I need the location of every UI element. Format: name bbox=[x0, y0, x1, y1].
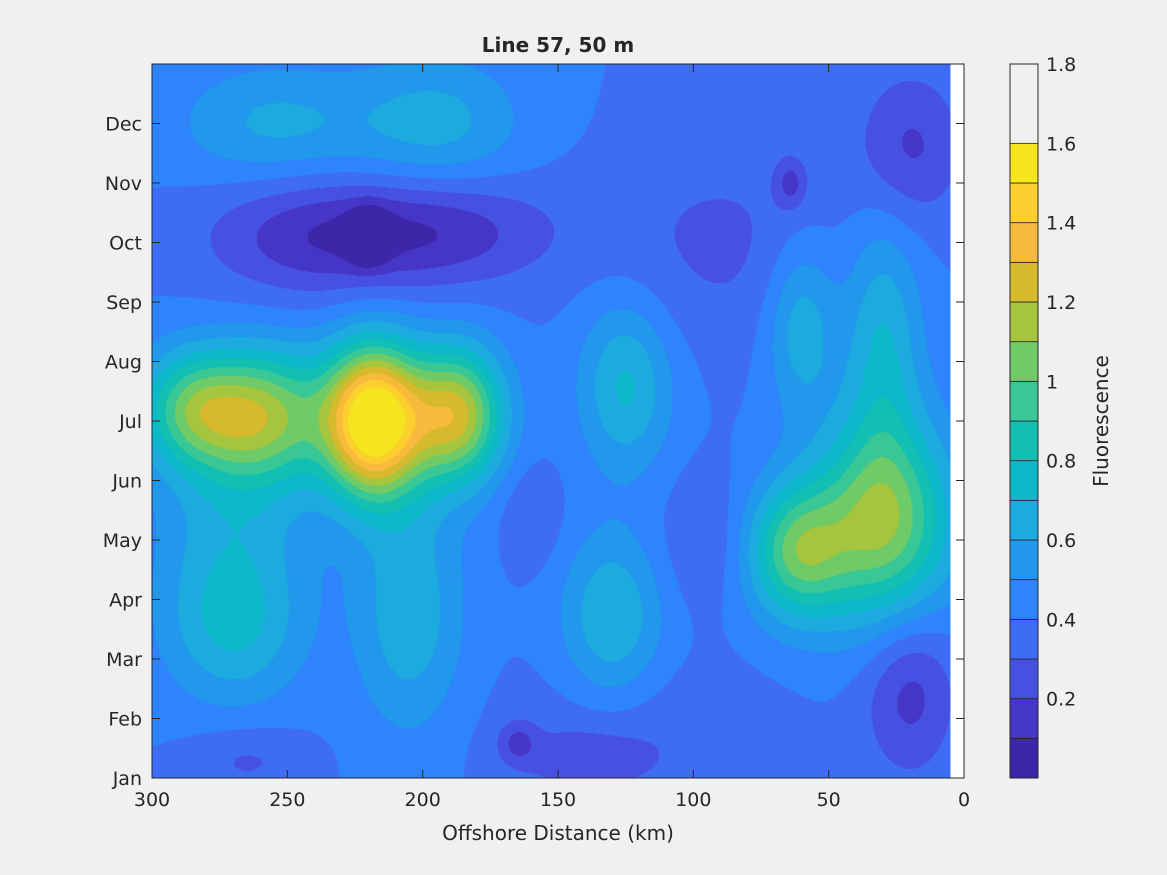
y-tick-label: Aug bbox=[105, 352, 142, 374]
colorbar-frame bbox=[1009, 63, 1039, 779]
colorbar-tick-label: 0.6 bbox=[1046, 530, 1076, 552]
y-tick-label: May bbox=[103, 530, 142, 552]
x-tick-label: 200 bbox=[405, 789, 441, 811]
chart-title: Line 57, 50 m bbox=[482, 33, 634, 57]
y-tick-label: Nov bbox=[105, 173, 142, 195]
y-axis-ticks: Jan Feb Mar Apr May Jun Jul Aug Sep Oct Nov Dec bbox=[103, 114, 964, 790]
colorbar-level bbox=[1009, 261, 1039, 303]
colorbar-tick-label: 0.2 bbox=[1046, 689, 1076, 711]
y-tick-label: Apr bbox=[109, 590, 142, 612]
y-tick-label: Jan bbox=[112, 768, 142, 790]
y-tick-label: Jul bbox=[118, 411, 142, 433]
x-tick-label: 250 bbox=[269, 789, 305, 811]
colorbar-level bbox=[1009, 618, 1039, 660]
colorbar-level bbox=[1009, 539, 1039, 581]
x-tick-label: 150 bbox=[540, 789, 576, 811]
colorbar-label: Fluorescence bbox=[1089, 355, 1113, 487]
colorbar-tick-label: 0.4 bbox=[1046, 609, 1076, 631]
colorbar-tick-label: 1.8 bbox=[1046, 54, 1076, 76]
colorbar-tick-label: 0.8 bbox=[1046, 451, 1076, 473]
x-tick-label: 100 bbox=[675, 789, 711, 811]
colorbar-tick-label: 1.4 bbox=[1046, 213, 1076, 235]
y-tick-label: Jun bbox=[111, 471, 142, 493]
fluorescence-contour-field bbox=[152, 64, 951, 778]
colorbar-level bbox=[1009, 579, 1039, 620]
x-tick-label: 50 bbox=[817, 789, 841, 811]
colorbar-level bbox=[1009, 737, 1039, 779]
x-tick-label: 300 bbox=[134, 789, 170, 811]
colorbar-level bbox=[1009, 499, 1039, 541]
y-tick-label: Oct bbox=[109, 233, 142, 255]
y-tick-label: Sep bbox=[106, 292, 142, 314]
x-axis-label: Offshore Distance (km) bbox=[442, 821, 674, 845]
colorbar-level bbox=[1009, 698, 1039, 739]
y-tick-label: Dec bbox=[105, 114, 142, 136]
x-tick-label: 0 bbox=[958, 789, 970, 811]
colorbar-level bbox=[1009, 658, 1039, 700]
colorbar-tick-label: 1 bbox=[1046, 371, 1058, 393]
colorbar-level bbox=[1009, 301, 1039, 343]
colorbar-tick-label: 1.2 bbox=[1046, 292, 1076, 314]
colorbar-level bbox=[1009, 341, 1039, 382]
colorbar-level bbox=[1009, 460, 1039, 501]
colorbar: 0.2 0.4 0.6 0.8 1 1.2 1.4 1.6 1.8 bbox=[1009, 54, 1076, 779]
colorbar-level bbox=[1009, 182, 1039, 224]
y-tick-label: Mar bbox=[106, 649, 142, 671]
colorbar-level bbox=[1009, 380, 1039, 422]
colorbar-tick-label: 1.6 bbox=[1046, 133, 1076, 155]
y-tick-label: Feb bbox=[108, 709, 142, 731]
colorbar-level bbox=[1009, 222, 1039, 263]
colorbar-level bbox=[1009, 420, 1039, 462]
colorbar-level bbox=[1009, 142, 1039, 184]
x-axis-ticks: 300 250 200 150 100 50 0 bbox=[134, 64, 970, 811]
